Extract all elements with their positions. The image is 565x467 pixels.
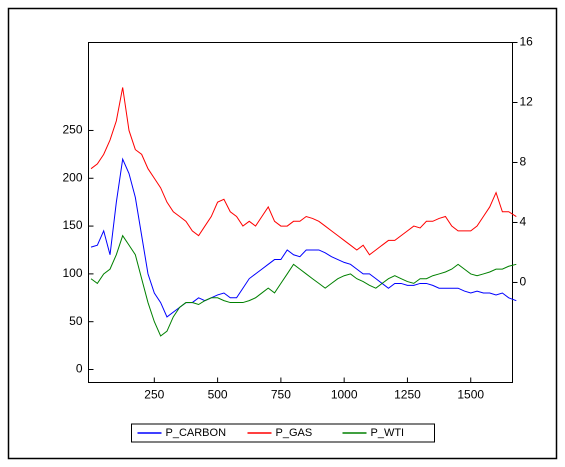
x-tick-label: 1500: [457, 388, 484, 402]
x-tick-label: 1000: [331, 388, 358, 402]
y-tick-label: 250: [62, 123, 82, 137]
plot-area: [88, 42, 513, 383]
y2-tick-label: 0: [520, 275, 527, 289]
y-tick-label: 50: [69, 314, 83, 328]
legend-label: P_GAS: [276, 427, 313, 439]
y-tick-label: 200: [62, 170, 82, 184]
legend-box: [131, 423, 435, 443]
series-line: [90, 87, 517, 256]
y2-tick-label: 16: [520, 35, 534, 49]
y-tick-label: 100: [62, 266, 82, 280]
legend-label: P_WTI: [371, 427, 405, 439]
y-tick-label: 0: [76, 362, 83, 376]
y2-tick-label: 4: [520, 215, 527, 229]
legend: P_CARBON P_GAS P_WTI: [131, 423, 435, 443]
y-tick-label: 150: [62, 218, 82, 232]
x-tick-label: 500: [208, 388, 228, 402]
series-line: [90, 157, 517, 318]
x-tick-label: 250: [144, 388, 164, 402]
x-tick-label: 750: [271, 388, 291, 402]
frame: [7, 7, 558, 460]
x-tick-label: 1250: [394, 388, 421, 402]
y2-tick-label: 12: [520, 95, 534, 109]
y2-tick-label: 8: [520, 155, 527, 169]
legend-label: P_CARBON: [166, 427, 227, 439]
series-line: [90, 234, 517, 337]
